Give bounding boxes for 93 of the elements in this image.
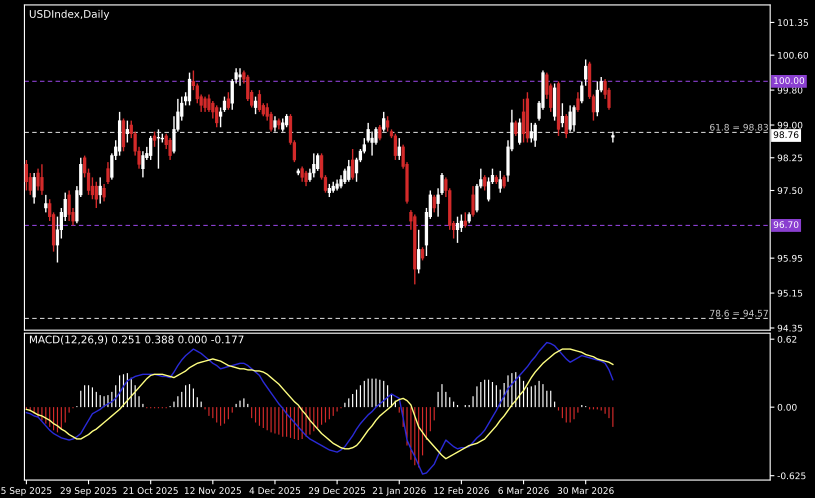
x-tick-label: 21 Oct 2025 — [123, 487, 178, 494]
candlestick — [149, 135, 152, 161]
candlestick — [300, 166, 304, 182]
candlestick — [44, 194, 48, 214]
candlestick — [273, 116, 277, 132]
candlestick — [564, 113, 568, 139]
candlestick — [203, 96, 207, 113]
candlestick — [471, 185, 475, 218]
candlestick — [611, 130, 615, 144]
candlestick — [24, 159, 28, 192]
candlestick — [534, 122, 537, 148]
y-tick-label: 94.35 — [778, 324, 802, 332]
candlestick — [382, 111, 386, 132]
candlestick — [514, 120, 518, 137]
candlestick — [576, 92, 580, 113]
y-tick-label: 98.25 — [778, 154, 802, 162]
x-tick-label: 12 Nov 2025 — [184, 487, 241, 494]
candlestick — [596, 80, 599, 117]
candlestick — [560, 102, 564, 128]
candlestick — [498, 170, 502, 194]
candlestick — [312, 152, 316, 178]
candlestick — [347, 159, 350, 182]
candlestick — [152, 130, 156, 148]
candlestick — [126, 120, 130, 144]
candlestick — [94, 181, 98, 209]
candlestick — [417, 229, 420, 274]
candlestick — [572, 104, 576, 132]
candlestick — [284, 113, 288, 128]
x-tick-label: 29 Sep 2025 — [60, 487, 116, 496]
candlestick — [215, 104, 218, 128]
y-tick-label: -0.625 — [778, 472, 806, 480]
ref-line-label: 61.8 = 98.83 — [710, 124, 768, 131]
candlestick — [281, 118, 284, 132]
candlestick — [102, 183, 106, 202]
candlestick — [568, 104, 572, 132]
x-tick-label: 30 Mar 2026 — [558, 487, 614, 494]
candlestick — [522, 98, 526, 144]
candlestick — [304, 170, 308, 187]
candlestick — [238, 68, 242, 86]
candlestick — [156, 128, 160, 170]
candlestick — [502, 174, 506, 190]
chart-title: USDIndex,Daily — [30, 10, 110, 20]
candlestick — [335, 178, 339, 192]
y-tick-label: 99.00 — [778, 122, 802, 129]
candlestick — [432, 194, 436, 214]
candlestick — [332, 181, 335, 194]
candlestick — [277, 118, 280, 130]
y-tick-label: 0.00 — [778, 404, 797, 411]
x-tick-label: 29 Dec 2025 — [308, 487, 366, 494]
x-tick-label: 5 Sep 2025 — [1, 487, 52, 496]
candlestick — [98, 176, 102, 204]
candlestick — [141, 150, 145, 178]
y-tick-label: 95.15 — [778, 290, 802, 297]
candlestick — [464, 212, 467, 228]
x-tick-label: 4 Dec 2025 — [249, 487, 300, 494]
x-tick-label: 21 Jan 2026 — [372, 487, 426, 496]
candlestick — [254, 96, 258, 115]
x-tick-label: 6 Mar 2026 — [498, 487, 549, 494]
candlestick — [258, 89, 262, 113]
ref-line-label: 100.00 — [774, 77, 804, 84]
candlestick — [530, 122, 533, 144]
candlestick — [483, 174, 486, 192]
candlestick — [386, 116, 390, 132]
candlestick — [67, 190, 71, 222]
candlestick — [40, 164, 44, 196]
candlestick — [226, 92, 230, 110]
chart-title: MACD(12,26,9) 0.251 0.388 0.000 -0.177 — [30, 335, 244, 345]
candlestick — [378, 124, 382, 141]
candlestick — [456, 216, 460, 244]
y-tick-label: 0.62 — [778, 336, 796, 343]
candlestick — [351, 148, 354, 180]
x-tick-label: 12 Feb 2026 — [434, 487, 489, 494]
line-series — [26, 348, 614, 460]
candlestick — [188, 72, 192, 106]
ref-line-label: 78.6 = 94.57 — [710, 310, 768, 317]
candlestick — [398, 137, 401, 161]
y-tick-label: 95.95 — [778, 254, 802, 262]
annotation: 98.76 — [774, 131, 798, 138]
candlestick — [328, 183, 331, 198]
candlestick — [32, 172, 36, 204]
y-tick-label: 100.60 — [778, 52, 808, 59]
candlestick — [518, 118, 522, 146]
y-tick-label: 97.50 — [778, 187, 802, 194]
y-tick-label: 101.35 — [778, 19, 808, 26]
candlestick — [420, 246, 424, 262]
candlestick — [168, 137, 172, 161]
candlestick — [106, 161, 110, 185]
candlestick — [394, 133, 398, 161]
candlestick — [584, 58, 588, 86]
candlestick — [36, 168, 40, 192]
candlestick — [580, 80, 584, 104]
ref-line-label: 96.70 — [774, 221, 798, 228]
candlestick — [468, 212, 471, 224]
